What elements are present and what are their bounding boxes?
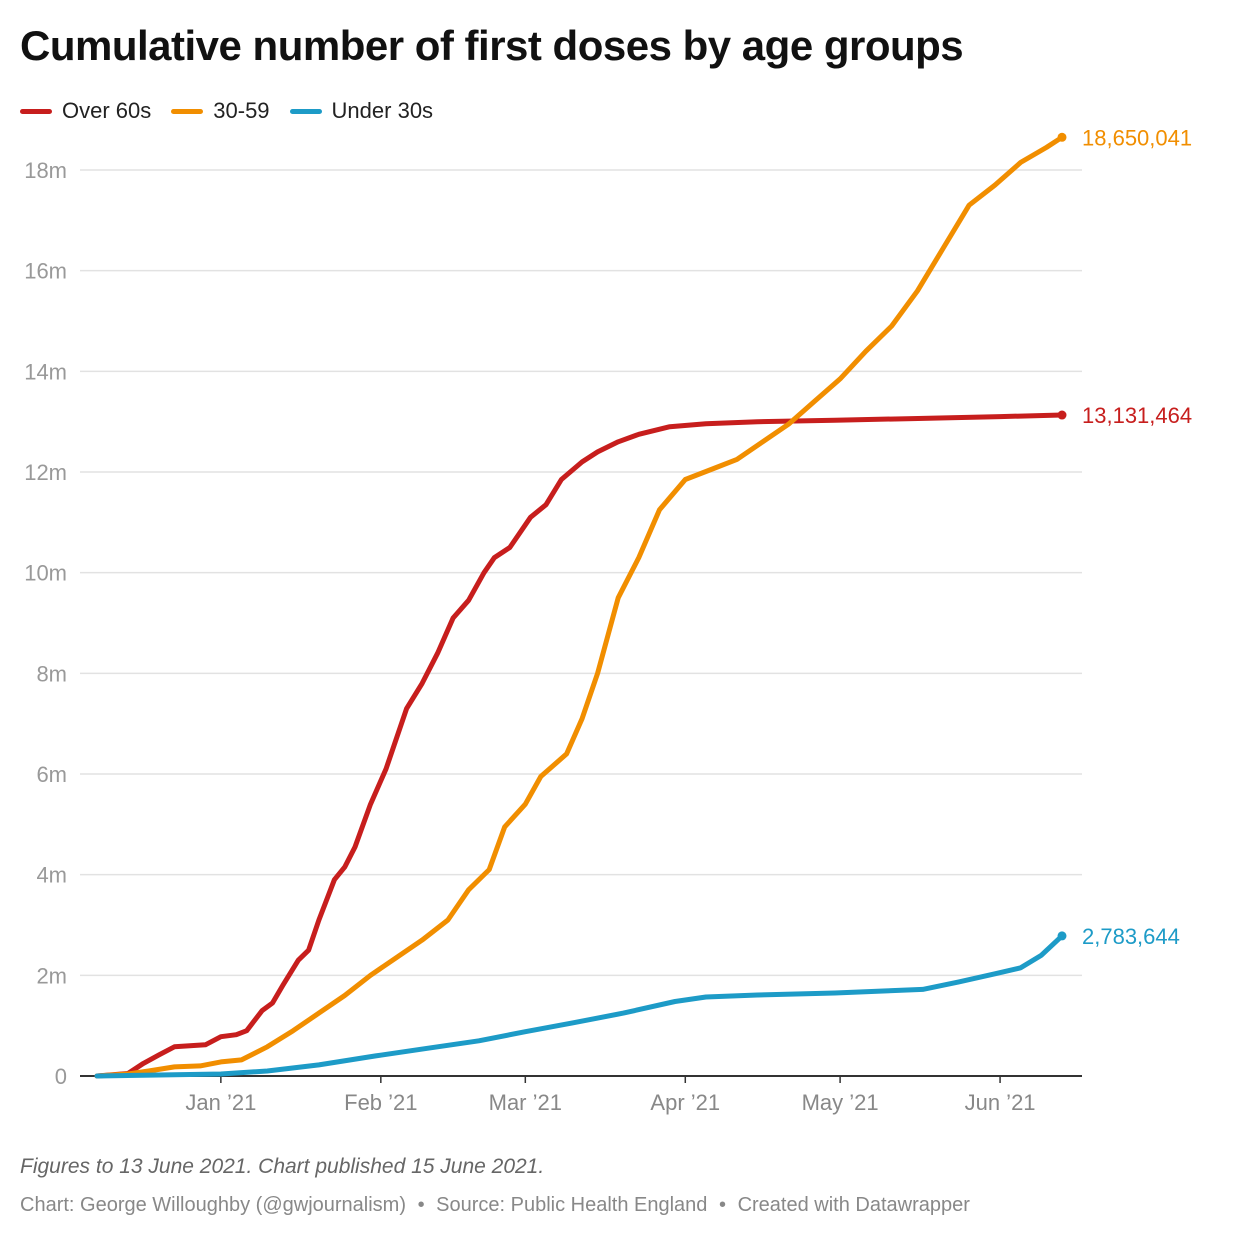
- y-tick-label: 4m: [36, 863, 67, 888]
- legend-item-30-59: 30-59: [171, 98, 270, 124]
- chart-note: Figures to 13 June 2021. Chart published…: [20, 1155, 545, 1178]
- legend-label-30-59: 30-59: [213, 98, 270, 123]
- legend-swatch-30-59: [171, 108, 204, 114]
- x-tick-label: Feb ’21: [344, 1090, 417, 1115]
- legend: Over 60s 30-59 Under 30s: [20, 98, 433, 124]
- series-line-under-30s: [94, 933, 1065, 1079]
- legend-label-under-30s: Under 30s: [331, 98, 434, 123]
- series-end-point: [1057, 132, 1067, 142]
- y-tick-label: 0: [55, 1064, 67, 1089]
- x-tick-label: May ’21: [802, 1090, 879, 1115]
- x-tick-label: Mar ’21: [489, 1090, 562, 1115]
- series-line-over-60s: [94, 412, 1065, 1079]
- legend-item-under-30s: Under 30s: [289, 98, 434, 124]
- legend-label-over-60s: Over 60s: [62, 98, 152, 123]
- x-tick-label: Apr ’21: [650, 1090, 720, 1115]
- line-chart: 0 2m 4m 6m 8m 10m 12m 14m 16m 18m Jan ’21 Feb ’21 Ma…: [24, 125, 1192, 1115]
- y-tick-label: 6m: [36, 762, 67, 787]
- y-tick-label: 16m: [24, 259, 67, 284]
- credit-separator: •: [718, 1194, 726, 1216]
- legend-swatch-under-30s: [289, 108, 322, 114]
- series-end-label: 18,650,041: [1082, 125, 1192, 150]
- x-tick-label: Jun ’21: [965, 1090, 1036, 1115]
- series-end-point: [1057, 410, 1067, 420]
- y-tick-label: 2m: [36, 963, 67, 988]
- credit-source: Source: Public Health England: [436, 1194, 708, 1216]
- credit-author: Chart: George Willoughby (@gwjournalism): [20, 1194, 406, 1216]
- credit-separator: •: [417, 1194, 425, 1216]
- y-tick-label: 12m: [24, 460, 67, 485]
- y-tick-label: 18m: [24, 158, 67, 183]
- legend-item-over-60s: Over 60s: [20, 98, 151, 124]
- series-end-label: 2,783,644: [1082, 924, 1180, 949]
- credit-tool: Created with Datawrapper: [737, 1194, 970, 1216]
- chart-title: Cumulative number of first doses by age …: [20, 22, 964, 69]
- series-line-30-59: [94, 134, 1065, 1079]
- y-tick-label: 8m: [36, 661, 67, 686]
- series-end-label: 13,131,464: [1082, 403, 1192, 428]
- chart-credit: Chart: George Willoughby (@gwjournalism)…: [20, 1194, 970, 1217]
- legend-swatch-over-60s: [20, 108, 52, 114]
- x-tick-label: Jan ’21: [185, 1090, 256, 1115]
- y-tick-label: 14m: [24, 359, 67, 384]
- y-tick-label: 10m: [24, 561, 67, 586]
- series-end-point: [1057, 931, 1067, 941]
